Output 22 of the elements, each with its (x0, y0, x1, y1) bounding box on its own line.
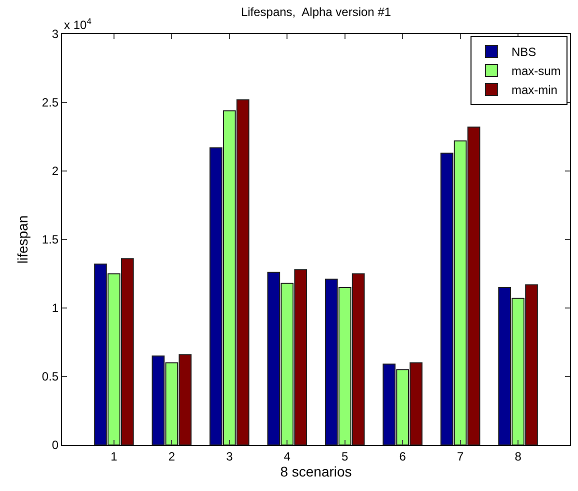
x-tick-label: 7 (456, 449, 464, 464)
y-tick-label: 2.5 (42, 96, 59, 110)
legend-label: max-min (511, 83, 558, 98)
x-tick-label: 8 (514, 449, 522, 464)
x-axis-title: 8 scenarios (280, 464, 352, 480)
x-tick-label: 1 (110, 449, 118, 464)
y-tick-label: 2 (52, 164, 59, 178)
y-tick-label: 1.5 (42, 232, 59, 247)
y-tick-label: 0 (52, 438, 59, 452)
legend-label: NBS (511, 45, 536, 60)
y-tick-label: 0.5 (42, 370, 59, 384)
chart-title: Lifespans, Alpha version #1 (240, 4, 392, 19)
text: x 10$^{4}$ (64, 16, 92, 32)
x-tick-label: 6 (399, 449, 406, 464)
legend-label: max-sum (511, 64, 561, 78)
x-tick-label: 3 (226, 449, 234, 464)
x-tick-label: 2 (168, 449, 176, 464)
y-axis-title: lifespan (14, 215, 31, 264)
x-tick-label: 4 (284, 449, 291, 464)
y-tick-label: 1 (52, 301, 59, 316)
x-tick-label: 5 (342, 449, 349, 464)
y-tick-label: 3 (52, 27, 59, 42)
